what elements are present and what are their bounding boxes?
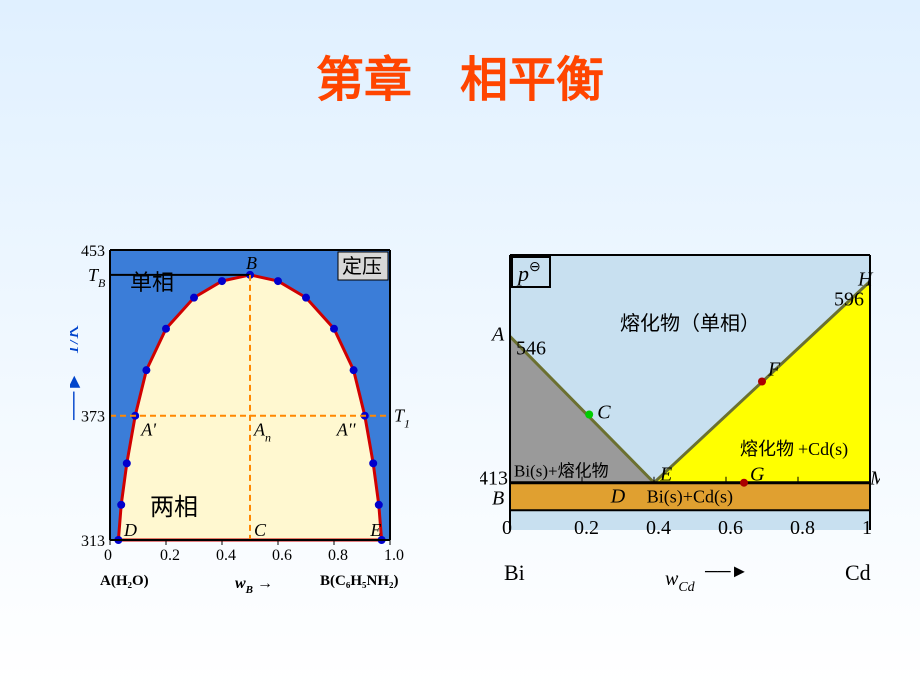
marker-F (758, 378, 766, 386)
right-substance-label: B(C₆H₅NH₂) (320, 573, 399, 589)
region-melt-label: 熔化物（单相） (620, 312, 760, 335)
left-element-label: Bi (504, 560, 525, 585)
label-B: B (246, 253, 257, 273)
svg-text:0.6: 0.6 (272, 547, 292, 564)
svg-text:0.2: 0.2 (160, 547, 180, 564)
label-TB: TB (88, 265, 106, 290)
label-E: E (659, 464, 672, 486)
left-chart-svg: 00.20.40.60.81.0 313373453 ──► T/K 定压 单相… (70, 240, 410, 600)
region-left-label: Bi(s)+熔化物 (514, 462, 609, 481)
svg-text:0.8: 0.8 (328, 547, 348, 564)
svg-text:1: 1 (862, 517, 872, 539)
svg-text:0.2: 0.2 (574, 517, 599, 539)
x-axis-wb-label: wB→ (235, 575, 273, 596)
label-G: G (750, 464, 765, 486)
right-phase-diagram: 00.20.40.60.81 p⊖ 546 596 413 熔化物（单相） Bi… (480, 245, 880, 600)
label-H: H (857, 268, 874, 290)
y-axis-arrow-line: ──► (70, 372, 85, 421)
label-D: D (123, 520, 137, 540)
label-E: E (369, 520, 381, 540)
label-T1: T1 (394, 406, 410, 431)
left-substance-label: A(H₂O) (100, 573, 149, 589)
page-title: 第章 相平衡 (0, 40, 920, 110)
x-tick-labels: 0 0.2 0.4 0.6 0.8 1.0 (104, 540, 404, 564)
label-C: C (597, 402, 611, 424)
region-right-label-a: 熔化物 (740, 439, 794, 459)
svg-text:0.4: 0.4 (216, 547, 236, 564)
label-B: B (492, 488, 504, 510)
label-A-double: A'' (336, 420, 357, 440)
svg-text:1.0: 1.0 (384, 547, 404, 564)
y-axis-label: T/K (70, 323, 83, 355)
label-C: C (254, 520, 267, 540)
marker-G (740, 479, 748, 487)
svg-text:0.4: 0.4 (646, 517, 671, 539)
label-A-prime: A' (140, 420, 157, 440)
region-single-label: 单相 (130, 270, 174, 295)
right-chart-svg: 00.20.40.60.81 p⊖ 546 596 413 熔化物（单相） Bi… (480, 245, 880, 600)
marker-C (585, 411, 593, 419)
label-A: A (490, 323, 505, 345)
label-D: D (610, 486, 626, 508)
region-bottom-label: Bi(s)+Cd(s) (647, 487, 733, 508)
svg-text:0.8: 0.8 (790, 517, 815, 539)
label-M: M (869, 468, 880, 490)
region-two-label: 两相 (150, 494, 198, 521)
left-phase-diagram: 00.20.40.60.81.0 313373453 ──► T/K 定压 单相… (70, 240, 410, 600)
x-axis-arrow: ──► (704, 561, 748, 581)
label-F: F (767, 359, 781, 381)
svg-text:0: 0 (104, 547, 112, 564)
pressure-box-label: 定压 (342, 255, 382, 278)
region-right-label-b: +Cd(s) (798, 439, 848, 460)
svg-text:0.6: 0.6 (718, 517, 743, 539)
svg-text:453: 453 (81, 243, 105, 260)
svg-text:0: 0 (502, 517, 512, 539)
right-element-label: Cd (845, 560, 871, 585)
temp-right-label: 596 (834, 288, 864, 310)
temp-eutectic-label: 413 (480, 468, 508, 490)
svg-text:313: 313 (81, 533, 105, 550)
temp-left-label: 546 (516, 337, 546, 359)
x-axis-wcd-label: wCd (665, 568, 696, 595)
